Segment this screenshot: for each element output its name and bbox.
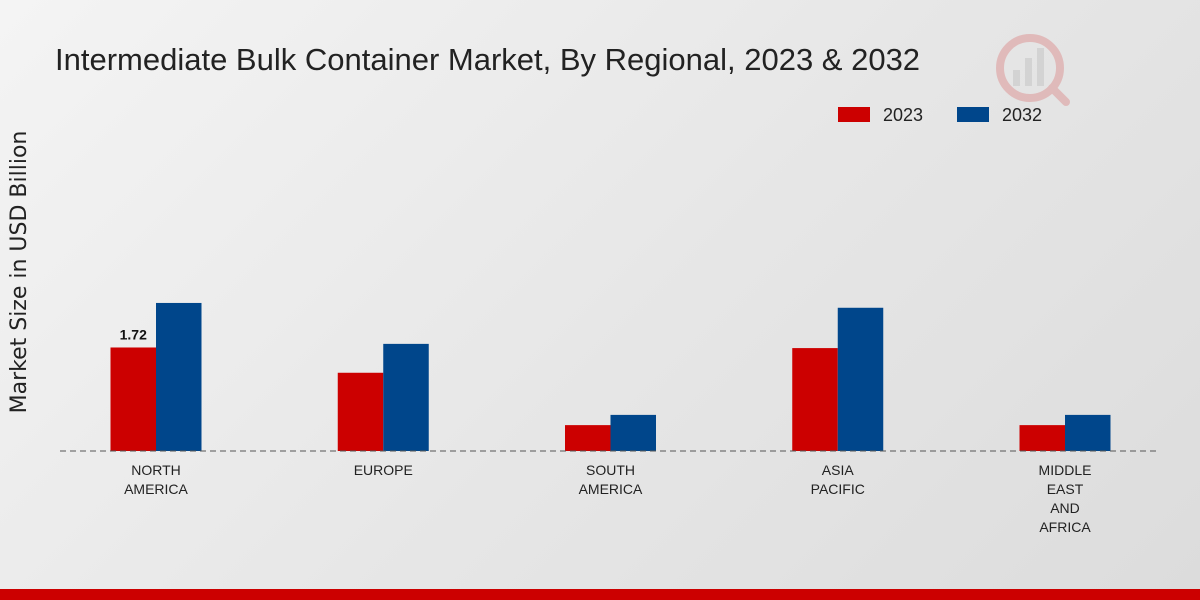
legend-label-2023: 2023 xyxy=(883,105,923,125)
x-tick-label: MIDDLE xyxy=(1039,462,1092,478)
bar-2023-0 xyxy=(110,347,156,451)
bar-2032-1 xyxy=(383,343,429,451)
x-tick-label: ASIA xyxy=(822,462,855,478)
x-tick-label: AND xyxy=(1050,500,1080,516)
legend-swatch-2023 xyxy=(838,107,870,122)
bar-2023-3 xyxy=(792,348,838,451)
chart-title: Intermediate Bulk Container Market, By R… xyxy=(55,42,920,77)
x-axis-ticks: NORTH AMERICA EUROPE SOUTH AMERICA ASIA PACIFI… xyxy=(124,462,1091,535)
bars-group: 1.72 xyxy=(110,302,1111,451)
legend-label-2032: 2032 xyxy=(1002,105,1042,125)
bar-2023-1 xyxy=(337,372,384,451)
legend-swatch-2032 xyxy=(957,107,989,122)
bar-2023-4 xyxy=(1019,425,1065,451)
y-axis-label: Market Size in USD Billion xyxy=(7,131,32,414)
data-label: 1.72 xyxy=(120,326,147,342)
bar-2032-3 xyxy=(837,307,884,451)
x-tick-label: EUROPE xyxy=(354,462,413,478)
x-tick-label: AFRICA xyxy=(1039,519,1091,535)
bar-2032-0 xyxy=(156,302,202,451)
bar-2023-2 xyxy=(565,425,611,451)
x-tick-label: PACIFIC xyxy=(811,481,865,497)
x-tick-label: NORTH xyxy=(131,462,181,478)
x-tick-label: AMERICA xyxy=(124,481,188,497)
bar-2032-4 xyxy=(1065,414,1111,451)
x-tick-label: EAST xyxy=(1047,481,1084,497)
bottom-accent-bar xyxy=(0,589,1200,600)
legend: 2023 2032 xyxy=(838,105,1042,125)
x-tick-label: AMERICA xyxy=(579,481,643,497)
x-tick-label: SOUTH xyxy=(586,462,635,478)
bar-2032-2 xyxy=(610,414,656,451)
logo-watermark-icon xyxy=(996,34,1070,106)
